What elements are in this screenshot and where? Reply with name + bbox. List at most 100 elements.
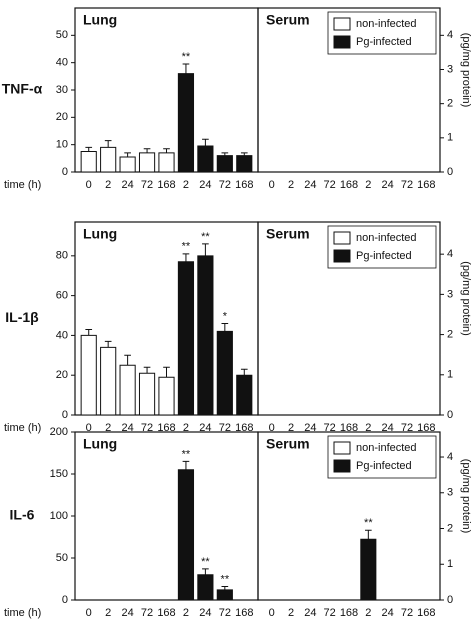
- bar: [100, 146, 117, 173]
- bar: [158, 152, 175, 173]
- bar: [177, 73, 195, 173]
- x-tick-label: 72: [219, 607, 231, 619]
- error-bar: [221, 322, 229, 332]
- error-bar: [202, 243, 209, 256]
- y-tick-label: 1: [447, 132, 453, 144]
- significance-label: **: [182, 448, 191, 460]
- y-tick-label: 0: [447, 594, 453, 606]
- panel-title: Serum: [266, 12, 310, 28]
- row-label: IL-6: [10, 507, 35, 523]
- error-bar: [143, 366, 151, 374]
- y-tick-label: 100: [50, 510, 68, 522]
- x-tick-label: 24: [382, 179, 394, 191]
- panel-title: Serum: [266, 436, 310, 452]
- error-bar: [124, 152, 131, 157]
- x-tick-label: 24: [199, 422, 211, 434]
- y-tick-label: 50: [56, 552, 68, 564]
- x-tick-label: 2: [288, 422, 294, 434]
- x-tick-label: 168: [235, 422, 253, 434]
- y-tick-label: 2: [447, 328, 453, 340]
- legend-label: Pg-infected: [356, 36, 412, 48]
- y-tick-label: 0: [447, 409, 453, 421]
- bar: [177, 261, 195, 416]
- y-tick-label: 4: [447, 451, 453, 463]
- x-axis-label: time (h): [4, 179, 41, 191]
- row-label: IL-1β: [5, 309, 39, 325]
- x-axis-label: time (h): [4, 607, 41, 619]
- y-tick-label: 0: [62, 409, 68, 421]
- x-tick-label: 168: [417, 607, 435, 619]
- y-tick-label: 150: [50, 468, 68, 480]
- bar: [119, 364, 136, 416]
- x-tick-label: 24: [304, 179, 316, 191]
- y-tick-label: 1: [447, 369, 453, 381]
- x-tick-label: 72: [401, 179, 413, 191]
- x-tick-label: 2: [183, 179, 189, 191]
- y-tick-label: 40: [56, 329, 68, 341]
- error-bar: [85, 328, 93, 336]
- y-tick-label: 1: [447, 558, 453, 570]
- x-tick-label: 168: [157, 422, 175, 434]
- x-tick-label: 0: [86, 422, 92, 434]
- x-tick-label: 72: [324, 179, 336, 191]
- x-tick-label: 168: [340, 422, 358, 434]
- panel-title: Serum: [266, 226, 310, 242]
- x-tick-label: 24: [199, 179, 211, 191]
- error-bar: [202, 568, 209, 575]
- x-tick-label: 24: [304, 607, 316, 619]
- x-tick-label: 72: [219, 179, 231, 191]
- legend-swatch: [333, 441, 351, 455]
- x-tick-label: 72: [141, 422, 153, 434]
- bar: [138, 372, 156, 416]
- x-tick-label: 24: [304, 422, 316, 434]
- significance-label: **: [221, 573, 230, 585]
- x-tick-label: 168: [417, 422, 435, 434]
- x-tick-label: 2: [183, 422, 189, 434]
- x-tick-label: 24: [121, 607, 133, 619]
- x-tick-label: 168: [340, 179, 358, 191]
- x-tick-label: 2: [365, 607, 371, 619]
- x-tick-label: 2: [105, 422, 111, 434]
- x-tick-label: 72: [141, 607, 153, 619]
- error-bar: [163, 148, 170, 153]
- bar: [177, 469, 195, 601]
- x-tick-label: 168: [235, 179, 253, 191]
- y-tick-label: 60: [56, 290, 68, 302]
- legend-swatch: [333, 35, 351, 49]
- x-tick-label: 168: [157, 607, 175, 619]
- error-bar: [104, 340, 112, 348]
- y-axis-label: (pg/mg protein): [460, 261, 472, 336]
- legend-swatch: [333, 459, 351, 473]
- legend-label: Pg-infected: [356, 250, 412, 262]
- x-tick-label: 0: [269, 179, 275, 191]
- bar: [80, 151, 97, 173]
- x-tick-label: 168: [157, 179, 175, 191]
- error-bar: [240, 368, 248, 376]
- error-bar: [182, 253, 190, 262]
- y-axis-label: (pg/mg protein): [460, 33, 472, 108]
- panel-title: Lung: [83, 12, 117, 28]
- x-tick-label: 168: [340, 607, 358, 619]
- y-tick-label: 20: [56, 369, 68, 381]
- y-tick-label: 20: [56, 111, 68, 123]
- bar: [236, 374, 253, 416]
- y-tick-label: 3: [447, 63, 453, 75]
- y-tick-label: 4: [447, 29, 453, 41]
- error-bar: [143, 148, 151, 153]
- significance-label: **: [182, 51, 191, 63]
- x-axis-label: time (h): [4, 422, 41, 434]
- x-tick-label: 0: [86, 179, 92, 191]
- x-tick-label: 2: [365, 422, 371, 434]
- bar: [197, 145, 214, 173]
- significance-label: **: [201, 556, 210, 568]
- error-bar: [85, 146, 93, 152]
- bar: [158, 376, 175, 416]
- x-tick-label: 24: [121, 422, 133, 434]
- y-tick-label: 2: [447, 522, 453, 534]
- y-tick-label: 10: [56, 139, 68, 151]
- bar: [197, 574, 214, 601]
- y-tick-label: 2: [447, 98, 453, 110]
- legend-label: Pg-infected: [356, 460, 412, 472]
- x-tick-label: 24: [121, 179, 133, 191]
